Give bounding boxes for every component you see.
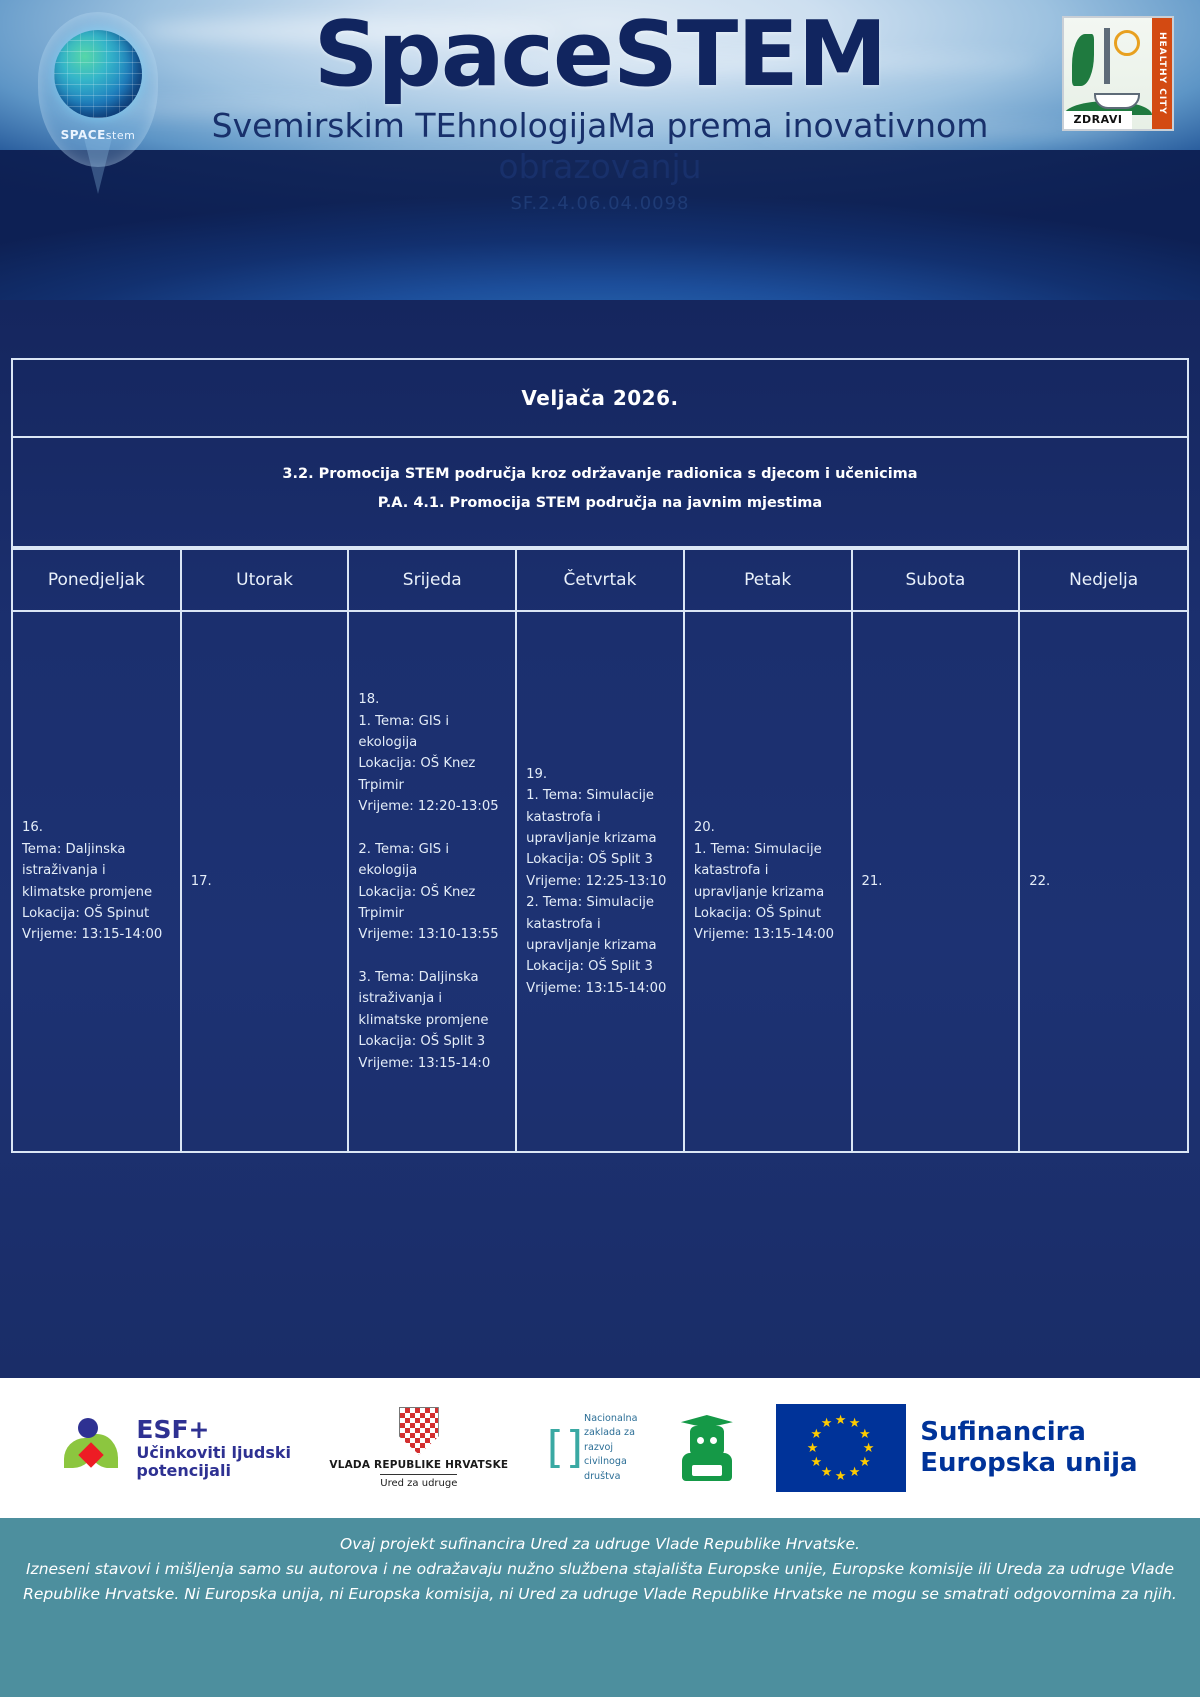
disclaimer-line-2: Izneseni stavovi i mišljenja samo su aut… [23,1560,1177,1604]
project-code: SF.2.4.06.04.0098 [510,193,690,214]
activity-line-2: P.A. 4.1. Promocija STEM područja na jav… [377,495,823,511]
pin-logo-label: SPACEstem [48,128,148,142]
disclaimer-line-1: Ovaj projekt sufinancira Ured za udruge … [340,1535,860,1553]
eu-star-icon: ★ [848,1416,861,1432]
eu-star-icon: ★ [806,1440,819,1456]
calendar-cell-text: 22. [1029,873,1051,889]
nzrcd-line-4: civilnoga [584,1456,627,1468]
eu-star-icon: ★ [820,1416,833,1432]
calendar-cell-20[interactable]: 20. 1. Tema: Simulacije katastrofa i upr… [683,610,853,1151]
spacestem-pin-logo: SPACEstem [38,12,158,197]
calendar-grid: Ponedjeljak Utorak Srijeda Četvrtak Peta… [13,548,1187,1151]
calendar-month-title: Veljača 2026. [13,360,1187,438]
zdravi-grad-logo: ZDRAVI GRAD HEALTHY CITY [1062,16,1174,131]
eu-star-icon: ★ [820,1464,833,1480]
eu-logo-text: Sufinancira Europska unija [920,1417,1137,1478]
graduate-eye-right-icon [709,1437,717,1444]
pin-logo-name: SPACE [60,128,106,142]
page-subtitle: Svemirskim TEhnologijaMa prema inovativn… [211,105,989,186]
cloud-streak-icon [520,52,1040,72]
eu-star-icon: ★ [862,1440,875,1456]
vlada-line-2: Ured za udruge [380,1473,458,1489]
calendar-cell-text: 20. 1. Tema: Simulacije katastrofa i upr… [693,820,835,943]
day-header-thursday: Četvrtak [516,548,685,611]
calendar-cell-text: 16. Tema: Daljinska istraživanja i klima… [22,820,163,943]
sun-icon [1114,30,1140,56]
esf-logo-text: ESF+ Učinkoviti ljudski potencijali [136,1416,291,1480]
calendar-activity-block: 3.2. Promocija STEM područja kroz održav… [13,438,1187,548]
calendar: Veljača 2026. 3.2. Promocija STEM područ… [11,358,1189,1153]
footer-disclaimer: Ovaj projekt sufinancira Ured za udruge … [0,1518,1200,1697]
graduate-eye-left-icon [696,1437,704,1444]
esf-subtitle-1: Učinkoviti ljudski [136,1443,292,1463]
healthy-city-side-label: HEALTHY CITY [1152,18,1172,129]
esf-title: ESF+ [136,1415,210,1445]
vlada-rh-logo: VLADA REPUBLIKE HRVATSKE Ured za udruge [329,1406,509,1490]
day-header-wednesday: Srijeda [348,548,518,611]
title-block: SpaceSTEM Svemirskim TEhnologijaMa prema… [0,0,1200,214]
eu-star-icon: ★ [858,1454,871,1470]
calendar-cell-21[interactable]: 21. [851,610,1021,1151]
globe-icon [54,30,142,118]
calendar-cell-16[interactable]: 16. Tema: Daljinska istraživanja i klima… [13,610,182,1151]
pin-logo-suffix: stem [105,129,136,142]
nzrcd-line-2: zaklada za [584,1427,635,1439]
nzrcd-line-5: društva [584,1470,621,1482]
nzrcd-text: Nacionalna zaklada za razvoj civilnoga d… [584,1412,637,1484]
eu-star-icon: ★ [834,1468,847,1484]
day-header-monday: Ponedjeljak [13,548,182,611]
calendar-cell-text: 21. [861,873,883,889]
eu-star-icon: ★ [810,1426,823,1442]
zdravi-grad-artwork: ZDRAVI GRAD [1064,18,1152,129]
nzrcd-line-1: Nacionalna [584,1413,638,1425]
vlada-line-1: VLADA REPUBLIKE HRVATSKE [329,1458,509,1471]
boat-icon [1094,93,1140,109]
eu-star-icon: ★ [810,1454,823,1470]
nzrcd-line-3: razvoj [584,1441,614,1453]
poster-body: Veljača 2026. 3.2. Promocija STEM područ… [0,300,1200,1378]
calendar-cell-text: 18. 1. Tema: GIS i ekologija Lokacija: O… [358,692,499,1071]
zdravi-grad-caption: ZDRAVI GRAD [1064,111,1132,129]
cloud-streak-icon [760,120,1140,142]
eu-star-icon: ★ [848,1464,861,1480]
calendar-cell-17[interactable]: 17. [180,610,350,1151]
cloud-streak-icon [140,18,560,44]
esf-plus-logo: ESF+ Učinkoviti ljudski potencijali [62,1416,291,1480]
calendar-cell-text: 19. 1. Tema: Simulacije katastrofa i upr… [526,766,667,996]
graduate-icon [676,1413,738,1483]
eu-flag-icon: ★ ★ ★ ★ ★ ★ ★ ★ ★ ★ ★ ★ [776,1404,907,1492]
calendar-header-row: Ponedjeljak Utorak Srijeda Četvrtak Peta… [13,548,1187,611]
leaf-icon [1072,34,1094,86]
footer-logo-strip: ESF+ Učinkoviti ljudski potencijali VLAD… [0,1378,1200,1518]
tower-icon [1104,28,1110,84]
calendar-cell-19[interactable]: 19. 1. Tema: Simulacije katastrofa i upr… [516,610,685,1151]
globe-grid-icon [54,30,142,118]
eu-star-icon: ★ [834,1412,847,1428]
nacionalna-zaklada-logo: [ ] Nacionalna zaklada za razvoj civilno… [547,1412,638,1484]
poster-header: SPACEstem SpaceSTEM Svemirskim TEhnologi… [0,0,1200,300]
day-header-friday: Petak [683,548,853,611]
page-title: SpaceSTEM [313,2,888,107]
calendar-cell-22[interactable]: 22. [1019,610,1187,1151]
esf-dot-icon [78,1418,99,1438]
eu-cofunding-logo: ★ ★ ★ ★ ★ ★ ★ ★ ★ ★ ★ ★ Sufinancira Europska unija [776,1404,1138,1492]
esf-leaf-icon [62,1416,126,1480]
activity-line-1: 3.2. Promocija STEM područja kroz održav… [282,466,918,482]
graduate-book-icon [691,1465,722,1476]
calendar-week-row: 16. Tema: Daljinska istraživanja i klima… [13,610,1187,1151]
day-header-saturday: Subota [851,548,1021,611]
eu-line-1: Sufinancira [920,1417,1086,1448]
eu-star-icon: ★ [858,1426,871,1442]
croatian-coat-of-arms-icon [398,1406,439,1455]
brackets-icon: [ ] [546,1422,583,1474]
eu-line-2: Europska unija [920,1448,1138,1478]
calendar-cell-text: 17. [190,873,212,889]
calendar-cell-18[interactable]: 18. 1. Tema: GIS i ekologija Lokacija: O… [348,610,518,1151]
cloud-streak-icon [60,98,360,116]
day-header-tuesday: Utorak [180,548,350,611]
esf-subtitle-2: potencijali [136,1461,231,1480]
day-header-sunday: Nedjelja [1019,548,1187,611]
graduate-head-icon [689,1426,724,1456]
